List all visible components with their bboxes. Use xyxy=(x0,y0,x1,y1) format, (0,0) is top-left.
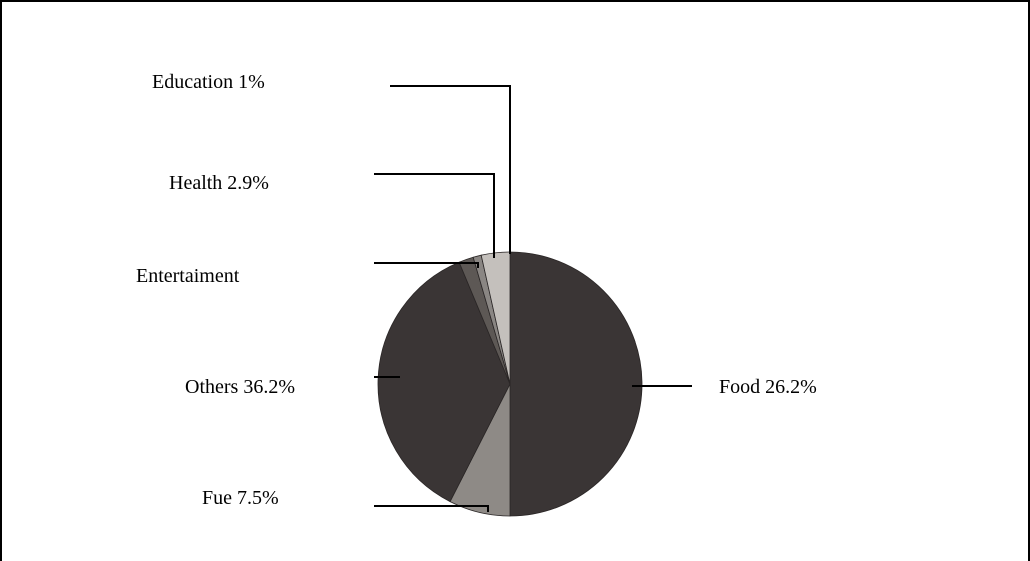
slice-label: Fue 7.5% xyxy=(202,487,279,509)
leader-line xyxy=(374,505,489,512)
slice-label: Health 2.9% xyxy=(169,172,269,194)
slice-label: Education 1% xyxy=(152,71,265,93)
slice-label: Food 26.2% xyxy=(719,376,817,398)
pie-slice xyxy=(509,251,643,517)
pie-slice xyxy=(377,261,511,503)
leader-line xyxy=(390,85,511,254)
leader-line xyxy=(374,173,495,258)
leader-line xyxy=(374,262,479,268)
slice-label: Entertaiment xyxy=(136,265,240,287)
slice-label: Others 36.2% xyxy=(185,376,295,398)
